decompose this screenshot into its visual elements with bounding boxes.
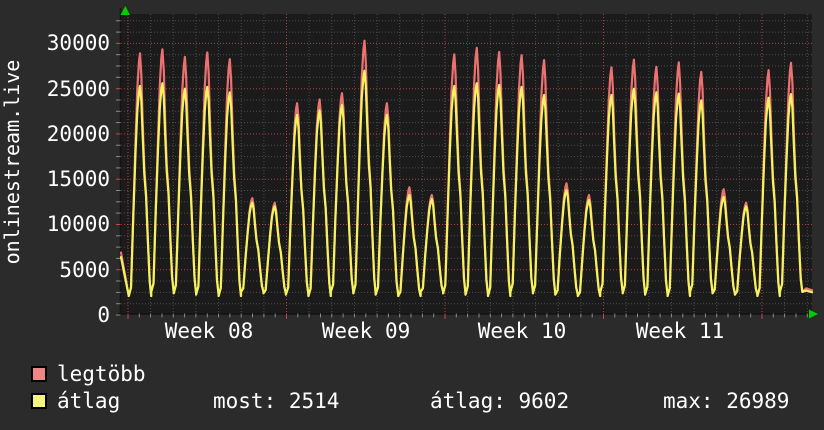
y-tick-label: 0 (97, 303, 110, 327)
stat-max: max: 26989 (663, 389, 789, 413)
legend-row-legtobb: legtöbb (31, 362, 146, 386)
legend-label-atlag: átlag (57, 389, 121, 413)
series-atlag (119, 69, 814, 298)
y-tick-label: 5000 (59, 258, 110, 282)
stat-max-value: 26989 (726, 389, 790, 413)
stat-atlag-label: átlag: (430, 389, 506, 413)
x-tick-label: Week 09 (321, 319, 411, 343)
stat-most-label: most: (213, 389, 277, 413)
x-axis-arrow-icon (809, 309, 818, 319)
stat-atlag: átlag: 9602 (430, 389, 569, 413)
stat-most-value: 2514 (288, 389, 340, 413)
y-tick-label: 20000 (46, 122, 110, 146)
stat-most: most: 2514 (213, 389, 339, 413)
legend-swatch-atlag (31, 393, 47, 409)
y-tick-label: 10000 (46, 212, 110, 236)
y-tick-label: 25000 (46, 77, 110, 101)
legend-swatch-legtobb (31, 366, 47, 382)
legend-row-atlag: átlag (31, 389, 120, 413)
legend-label-legtobb: legtöbb (57, 362, 146, 386)
y-tick-label: 15000 (46, 167, 110, 191)
stat-max-label: max: (663, 389, 714, 413)
stat-atlag-value: 9602 (518, 389, 570, 413)
y-axis-arrow-icon (120, 6, 130, 15)
y-tick-label: 30000 (46, 31, 110, 55)
x-tick-label: Week 08 (164, 319, 254, 343)
x-tick-label: Week 11 (635, 319, 725, 343)
x-tick-label: Week 10 (477, 319, 567, 343)
